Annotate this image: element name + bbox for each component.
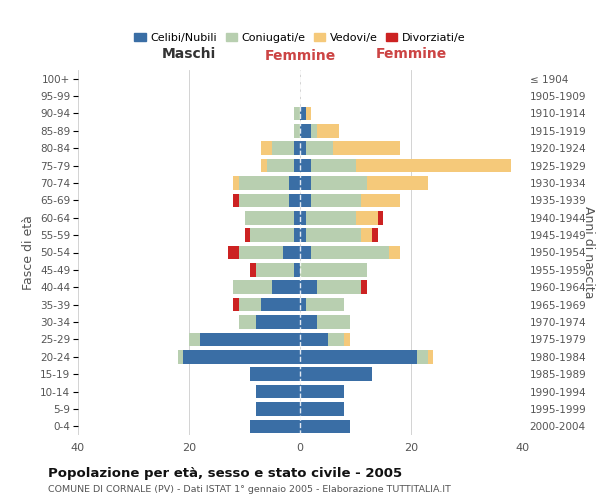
Bar bbox=[361, 280, 367, 294]
Bar bbox=[272, 280, 300, 294]
Bar bbox=[300, 350, 416, 364]
Y-axis label: Anni di nascita: Anni di nascita bbox=[582, 206, 595, 298]
Bar bbox=[311, 124, 317, 138]
Bar bbox=[250, 368, 300, 381]
Bar bbox=[295, 142, 300, 155]
Bar bbox=[295, 228, 300, 242]
Bar bbox=[250, 263, 256, 276]
Bar bbox=[261, 298, 300, 312]
Bar bbox=[295, 211, 300, 224]
Bar bbox=[300, 402, 344, 415]
Bar bbox=[233, 298, 239, 312]
Bar bbox=[305, 298, 344, 312]
Bar bbox=[300, 228, 305, 242]
Bar bbox=[389, 246, 400, 260]
Bar bbox=[300, 332, 328, 346]
Bar bbox=[305, 228, 361, 242]
Bar bbox=[300, 315, 317, 329]
Bar bbox=[328, 332, 344, 346]
Bar bbox=[239, 315, 256, 329]
Bar bbox=[300, 124, 311, 138]
Bar bbox=[428, 350, 433, 364]
Bar bbox=[239, 176, 289, 190]
Bar bbox=[300, 246, 311, 260]
Bar bbox=[305, 142, 334, 155]
Bar bbox=[378, 211, 383, 224]
Bar bbox=[245, 228, 250, 242]
Bar bbox=[300, 385, 344, 398]
Bar bbox=[184, 350, 300, 364]
Bar bbox=[311, 159, 355, 172]
Text: Femmine: Femmine bbox=[265, 48, 335, 62]
Bar bbox=[239, 246, 283, 260]
Legend: Celibi/Nubili, Coniugati/e, Vedovi/e, Divorziati/e: Celibi/Nubili, Coniugati/e, Vedovi/e, Di… bbox=[130, 28, 470, 48]
Bar bbox=[233, 176, 239, 190]
Bar bbox=[295, 263, 300, 276]
Bar bbox=[355, 159, 511, 172]
Text: Popolazione per età, sesso e stato civile - 2005: Popolazione per età, sesso e stato civil… bbox=[48, 468, 402, 480]
Bar bbox=[300, 142, 305, 155]
Bar bbox=[300, 194, 311, 207]
Text: Maschi: Maschi bbox=[162, 47, 216, 61]
Bar bbox=[256, 315, 300, 329]
Bar bbox=[295, 106, 300, 120]
Bar bbox=[311, 176, 367, 190]
Bar bbox=[361, 194, 400, 207]
Bar bbox=[283, 246, 300, 260]
Bar bbox=[239, 298, 261, 312]
Bar bbox=[266, 159, 295, 172]
Bar bbox=[334, 142, 400, 155]
Bar bbox=[261, 159, 266, 172]
Bar bbox=[295, 159, 300, 172]
Bar bbox=[300, 211, 305, 224]
Bar bbox=[233, 194, 239, 207]
Bar bbox=[317, 280, 361, 294]
Bar bbox=[361, 228, 372, 242]
Bar bbox=[344, 332, 350, 346]
Bar bbox=[300, 263, 367, 276]
Bar bbox=[305, 106, 311, 120]
Bar bbox=[317, 124, 339, 138]
Bar bbox=[228, 246, 239, 260]
Bar bbox=[245, 211, 295, 224]
Bar bbox=[300, 298, 305, 312]
Text: Femmine: Femmine bbox=[376, 47, 446, 61]
Bar bbox=[300, 420, 350, 433]
Bar bbox=[300, 159, 311, 172]
Bar bbox=[261, 142, 272, 155]
Bar bbox=[256, 385, 300, 398]
Bar bbox=[311, 246, 389, 260]
Bar bbox=[289, 176, 300, 190]
Bar bbox=[300, 176, 311, 190]
Bar bbox=[200, 332, 300, 346]
Bar bbox=[256, 263, 295, 276]
Bar bbox=[189, 332, 200, 346]
Bar bbox=[305, 211, 355, 224]
Bar bbox=[289, 194, 300, 207]
Bar bbox=[300, 106, 305, 120]
Bar bbox=[250, 228, 295, 242]
Bar bbox=[355, 211, 378, 224]
Bar bbox=[311, 194, 361, 207]
Bar bbox=[300, 280, 317, 294]
Bar bbox=[295, 124, 300, 138]
Y-axis label: Fasce di età: Fasce di età bbox=[22, 215, 35, 290]
Bar bbox=[372, 228, 378, 242]
Bar bbox=[239, 194, 289, 207]
Text: COMUNE DI CORNALE (PV) - Dati ISTAT 1° gennaio 2005 - Elaborazione TUTTITALIA.IT: COMUNE DI CORNALE (PV) - Dati ISTAT 1° g… bbox=[48, 485, 451, 494]
Bar bbox=[250, 420, 300, 433]
Bar bbox=[367, 176, 428, 190]
Bar bbox=[300, 368, 372, 381]
Bar bbox=[416, 350, 428, 364]
Bar bbox=[256, 402, 300, 415]
Bar bbox=[317, 315, 350, 329]
Bar bbox=[233, 280, 272, 294]
Bar bbox=[272, 142, 295, 155]
Bar bbox=[178, 350, 184, 364]
